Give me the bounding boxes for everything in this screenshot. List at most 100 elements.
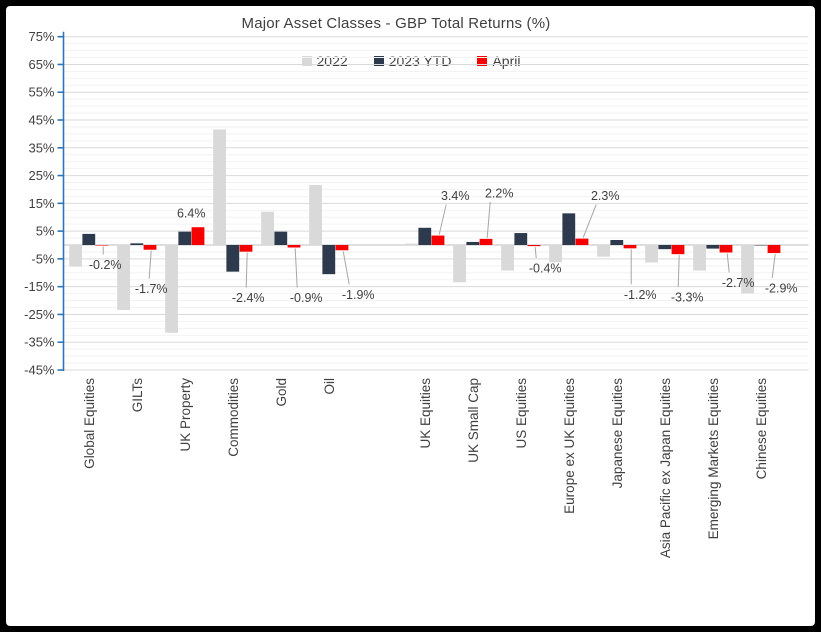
bar-2022-emerging-markets-equities [693,245,706,271]
bar-2022-uk-small-cap [453,245,466,283]
y-tick-label: -25% [24,307,55,322]
bar-2022-gilts [117,245,130,310]
y-tick-label: 55% [28,85,54,100]
legend-label-2023-ytd: 2023 YTD [388,53,452,69]
y-tick-label: 35% [28,140,54,155]
legend-swatch-2022-icon [301,56,312,66]
category-label-global-equities: Global Equities [82,378,97,469]
bar-2022-global-equities [69,245,82,267]
bar-2022-japanese-equities [597,245,610,257]
data-label-april-emerging-markets-equities: -2.7% [722,276,755,290]
y-tick-label: 65% [28,57,54,72]
bar-2023-ytd-uk-small-cap [466,241,480,245]
data-label-april-us-equities: -0.4% [529,262,562,276]
legend-item-2022: 2022 [301,53,348,69]
bar-april-uk-small-cap [479,238,493,245]
legend-swatch-2023-ytd-icon [373,56,384,66]
bar-2023-ytd-us-equities [514,233,528,245]
data-label-leader-line [438,204,447,235]
bar-april-commodities [239,245,253,252]
category-label-gilts: GILTs [130,378,145,413]
legend: 2022 2023 YTD April [6,53,816,69]
legend-swatch-april-icon [477,56,488,66]
bar-2023-ytd-uk-property [178,231,192,245]
bar-2023-ytd-oil [322,245,336,275]
bar-april-gold [287,245,301,248]
bar-april-japanese-equities [623,245,637,249]
y-tick-label: -45% [24,362,55,377]
data-label-april-europe-ex-uk-equities: 2.3% [591,189,620,203]
data-label-april-gold: -0.9% [290,291,323,305]
legend-item-2023-ytd: 2023 YTD [373,53,452,69]
category-label-asia-pacific-ex-japan-equities: Asia Pacific ex Japan Equities [658,378,673,558]
data-label-april-commodities: -2.4% [232,291,265,305]
y-tick-label: 5% [36,224,55,239]
bar-2023-ytd-global-equities [82,233,96,245]
category-label-oil: Oil [322,378,337,395]
data-label-leader-line [582,204,597,238]
data-label-leader-line [342,251,350,285]
category-label-chinese-equities: Chinese Equities [754,378,769,480]
bar-april-oil [335,245,349,251]
bar-april-uk-property [191,227,205,245]
data-label-april-gilts: -1.7% [135,282,168,296]
legend-label-april: April [492,53,521,69]
data-label-april-global-equities: -0.2% [89,258,122,272]
bar-april-asia-pacific-ex-japan-equities [671,245,685,255]
data-label-april-japanese-equities: -1.2% [624,288,657,302]
data-label-leader-line [677,255,680,288]
category-label-uk-property: UK Property [178,378,193,452]
bar-2022-gold [261,211,274,245]
legend-item-april: April [477,53,520,69]
bar-2022-chinese-equities [741,245,754,294]
bar-april-chinese-equities [767,245,781,254]
category-label-uk-equities: UK Equities [418,378,433,449]
y-tick-label: -35% [24,335,55,350]
bar-april-gilts [143,245,157,250]
y-tick-label: -15% [24,279,55,294]
category-label-us-equities: US Equities [514,378,529,449]
y-tick-label: -5% [31,251,55,266]
data-label-leader-line [726,253,730,273]
bar-2022-us-equities [501,245,514,271]
data-label-april-uk-small-cap: 2.2% [485,186,514,200]
data-label-leader-line [294,248,298,288]
bar-2022-commodities [213,129,226,245]
category-label-europe-ex-uk-equities: Europe ex UK Equities [562,378,577,514]
data-label-april-uk-equities: 3.4% [441,189,470,203]
data-label-leader-line [245,252,248,288]
legend-label-2022: 2022 [316,53,348,69]
bar-2023-ytd-commodities [226,245,240,272]
y-tick-label: 45% [28,113,54,128]
bar-april-us-equities [527,245,541,247]
bar-april-global-equities [95,245,109,246]
bar-2023-ytd-gold [274,231,288,245]
bar-2022-uk-equities [405,243,418,245]
bar-2023-ytd-gilts [130,243,144,245]
y-tick-label: 25% [28,168,54,183]
bar-april-europe-ex-uk-equities [575,238,589,245]
category-label-commodities: Commodities [226,378,241,457]
data-label-leader-line [148,250,152,279]
bar-2023-ytd-europe-ex-uk-equities [562,213,576,245]
data-label-leader-line [771,253,776,279]
bar-2023-ytd-asia-pacific-ex-japan-equities [658,245,672,250]
bar-2023-ytd-japanese-equities [610,240,624,245]
bar-2023-ytd-emerging-markets-equities [706,245,720,249]
data-label-april-oil: -1.9% [342,288,375,302]
bar-2023-ytd-chinese-equities [754,245,768,246]
category-label-uk-small-cap: UK Small Cap [466,378,481,463]
y-tick-label: 75% [28,29,54,44]
bar-april-emerging-markets-equities [719,245,733,253]
bar-2022-asia-pacific-ex-japan-equities [645,245,658,263]
data-label-april-asia-pacific-ex-japan-equities: -3.3% [671,291,704,305]
category-label-emerging-markets-equities: Emerging Markets Equities [706,378,721,540]
bar-april-uk-equities [431,235,445,245]
chart-title: Major Asset Classes - GBP Total Returns … [241,15,551,32]
bar-chart-plot: 75% 65% 55% 45% 35% 25% 15% 5% -5% -15% -25% -35% -4… [24,29,809,558]
data-label-leader-line [534,247,537,259]
bar-2023-ytd-uk-equities [418,227,432,245]
category-label-japanese-equities: Japanese Equities [610,378,625,489]
y-tick-label: 15% [28,196,54,211]
